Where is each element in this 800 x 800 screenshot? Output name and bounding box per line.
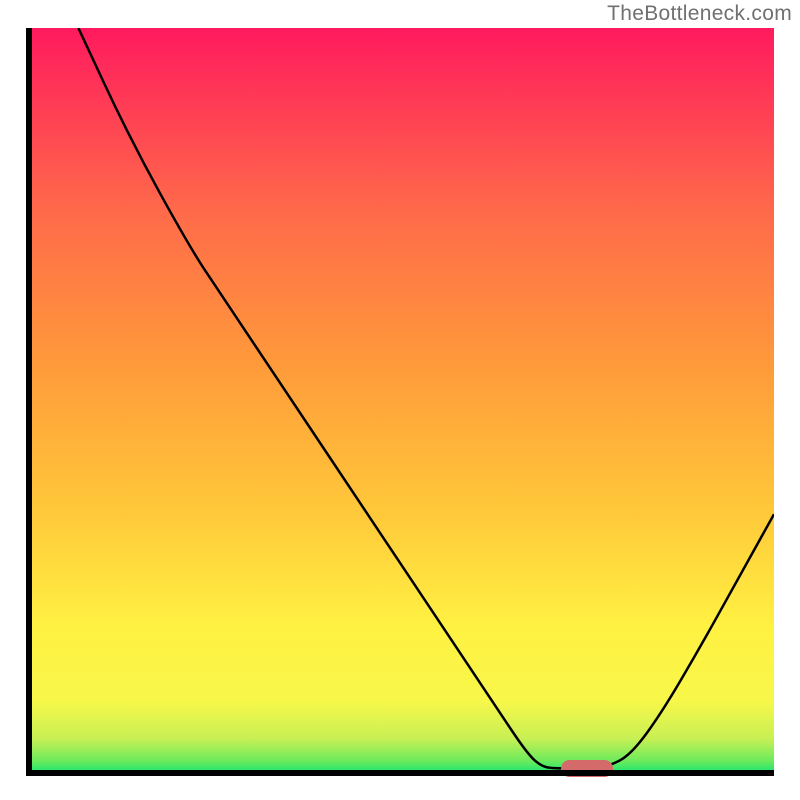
watermark-text: TheBottleneck.com (607, 2, 792, 26)
chart-container: TheBottleneck.com (0, 0, 800, 800)
x-axis-line (26, 770, 774, 776)
plot-area (26, 28, 774, 776)
y-axis-line (26, 28, 32, 776)
curve-svg (26, 28, 774, 776)
bottleneck-curve (78, 28, 774, 769)
